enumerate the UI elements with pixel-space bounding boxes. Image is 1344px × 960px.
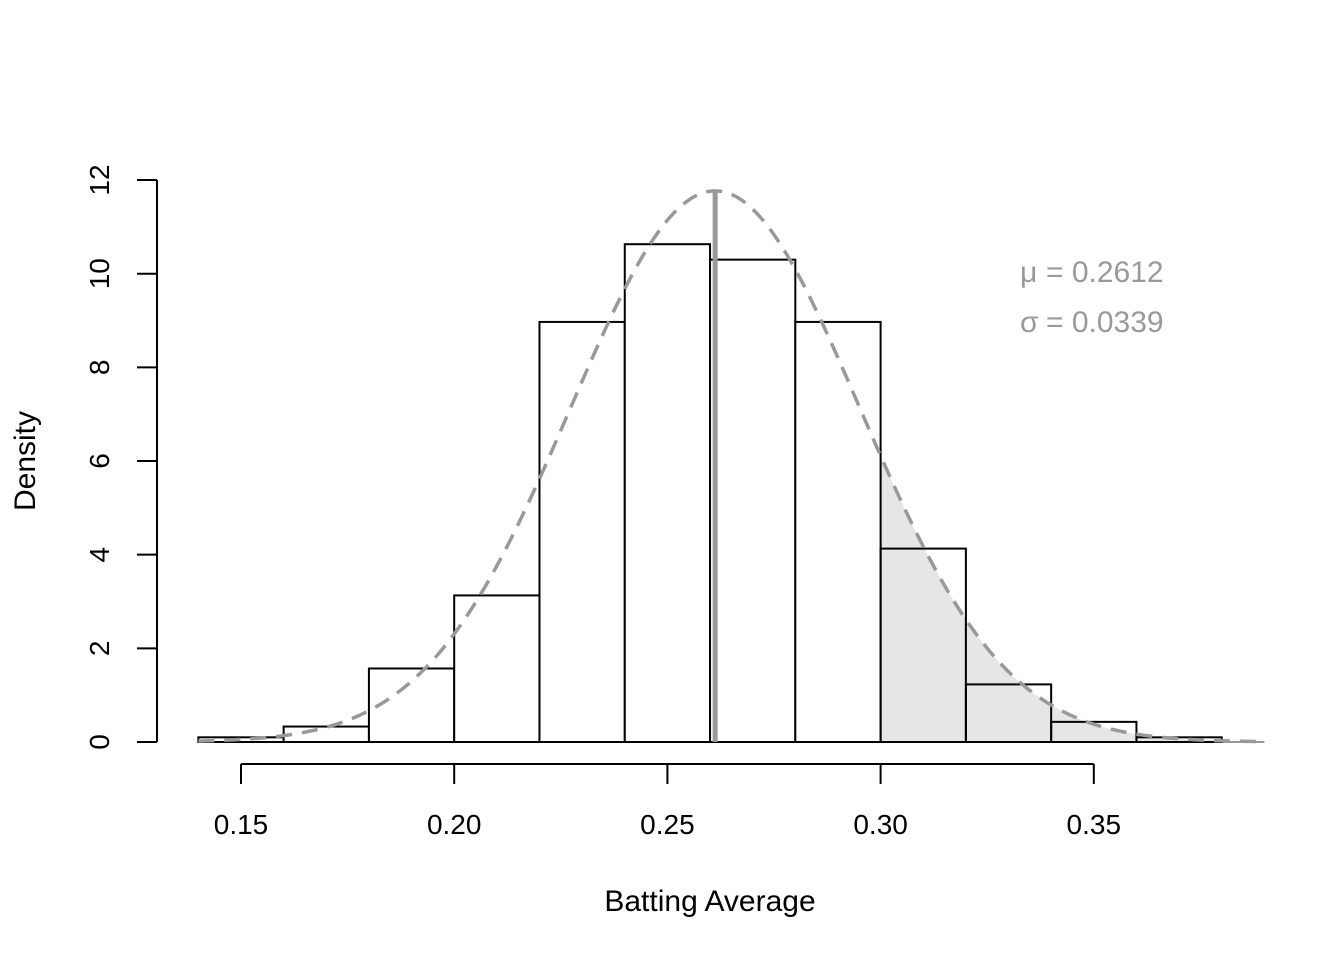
histogram-bar-4 [453, 594, 541, 744]
y-tick-label-2: 2 [84, 641, 115, 657]
y-tick-label-8: 8 [84, 360, 115, 376]
histogram-bar-6 [623, 243, 712, 743]
y-axis: 0 2 4 6 8 10 12 [84, 164, 158, 750]
annotation-mean-value: = 0.2612 [1046, 256, 1164, 289]
x-tick-label-0.25: 0.25 [640, 809, 695, 840]
annotation-sd-symbol: σ [1020, 306, 1039, 339]
histogram-bar-11 [1050, 720, 1138, 743]
tail-shaded-region [879, 455, 1265, 743]
x-tick-label-0.20: 0.20 [427, 809, 482, 840]
x-tick-label-0.30: 0.30 [853, 809, 908, 840]
histogram-bar-2 [282, 725, 370, 743]
x-axis: 0.15 0.20 0.25 0.30 0.35 [214, 763, 1122, 840]
y-tick-label-0: 0 [84, 734, 115, 750]
histogram-bars [197, 243, 1223, 744]
y-tick-label-10: 10 [84, 258, 115, 289]
y-tick-label-4: 4 [84, 547, 115, 563]
y-tick-label-12: 12 [84, 164, 115, 195]
annotation-mean-symbol: μ [1020, 256, 1037, 289]
y-axis-title: Density [9, 411, 42, 511]
histogram-bar-7 [709, 258, 797, 743]
shaded-area [880, 455, 1265, 742]
x-tick-label-0.35: 0.35 [1067, 809, 1122, 840]
histogram-bar-9 [879, 547, 967, 743]
normal-curve [198, 189, 1265, 744]
histogram-bar-8 [794, 320, 882, 743]
x-axis-title: Batting Average [604, 885, 815, 918]
normal-curve-group [198, 189, 1265, 744]
annotation-mean: μ = 0.2612 [1020, 256, 1164, 289]
x-tick-label-0.15: 0.15 [214, 809, 269, 840]
histogram-bar-10 [964, 683, 1053, 744]
y-tick-label-6: 6 [84, 453, 115, 469]
histogram-bar-5 [538, 320, 626, 743]
annotation-sd: σ = 0.0339 [1020, 306, 1164, 339]
annotation-sd-value: = 0.0339 [1046, 306, 1164, 339]
